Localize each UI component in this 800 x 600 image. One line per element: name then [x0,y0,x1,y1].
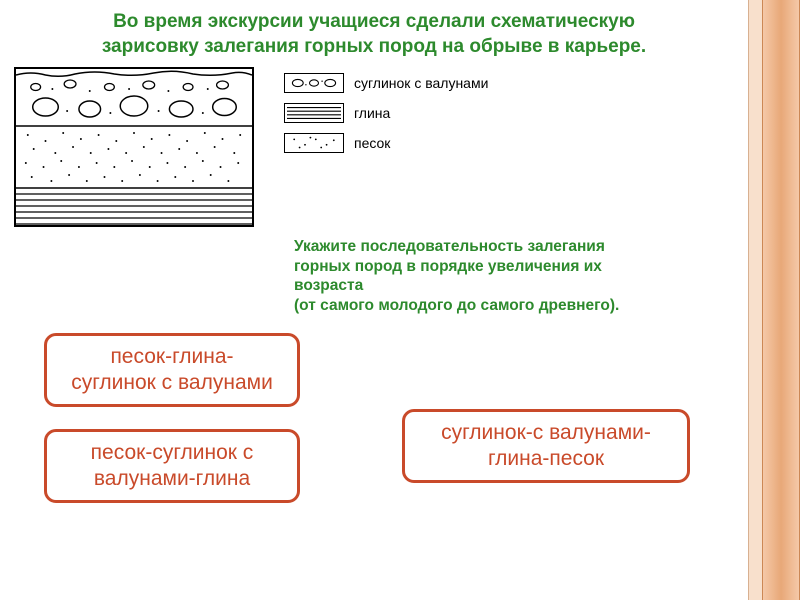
option-button-1[interactable]: песок-глина- суглинок с валунами [44,333,300,408]
diagram-row: суглинок с валунами глина [14,67,734,227]
legend-swatch-clay [284,103,344,123]
legend-item-boulders: суглинок с валунами [284,73,488,93]
slide-title: Во время экскурсии учащиеся сделали схем… [14,10,734,59]
option-button-3[interactable]: суглинок-с валунами- глина-песок [402,409,690,484]
slide-content: Во время экскурсии учащиеся сделали схем… [0,0,748,600]
instruction-line: Укажите последовательность залегания [294,238,605,255]
instruction-line: (от самого молодого до самого древнего). [294,297,619,314]
slide-frame-outer [762,0,800,600]
legend-item-sand: песок [284,133,488,153]
strata-layer-boulders [16,69,252,127]
option-line: глина-песок [488,447,604,470]
option-line: суглинок-с валунами- [441,421,651,444]
option-button-2[interactable]: песок-суглинок с валунами-глина [44,429,300,504]
title-line: Во время экскурсии учащиеся сделали схем… [113,11,635,32]
legend-label: песок [354,135,390,151]
instruction-line: горных пород в порядке увеличения их [294,258,602,275]
legend-item-clay: глина [284,103,488,123]
slide-frame-inner [748,0,762,600]
strata-layer-clay [16,189,252,229]
option-line: суглинок с валунами [71,371,273,394]
title-line: зарисовку залегания горных пород на обры… [102,36,646,57]
options-area: песок-глина- суглинок с валунами песок-с… [14,327,734,527]
instruction-text: Укажите последовательность залегания гор… [294,237,724,315]
legend-label: глина [354,105,390,121]
instruction-line: возраста [294,277,363,294]
option-line: песок-глина- [110,345,233,368]
legend-swatch-boulders [284,73,344,93]
legend-label: суглинок с валунами [354,75,488,91]
legend: суглинок с валунами глина [284,73,488,153]
strata-layer-sand [16,127,252,189]
strata-diagram [14,67,254,227]
option-line: валунами-глина [94,467,250,490]
option-line: песок-суглинок с [91,441,254,464]
legend-swatch-sand [284,133,344,153]
